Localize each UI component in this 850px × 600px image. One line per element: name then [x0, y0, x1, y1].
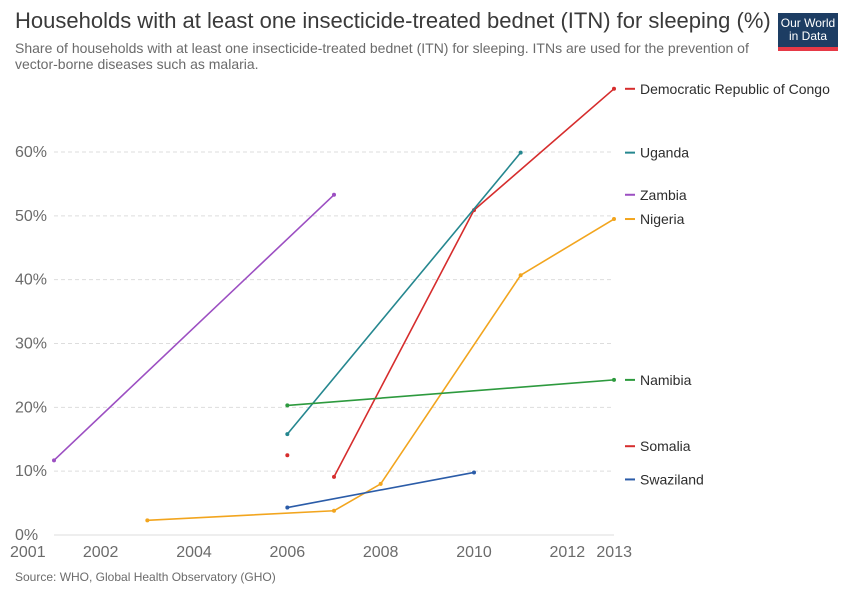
data-point-swaziland-2006[interactable] [285, 505, 290, 510]
data-point-zambia-2001[interactable] [52, 458, 56, 463]
data-point-democratic-republic-of-congo-2013[interactable] [612, 86, 616, 91]
series-line-zambia[interactable] [53, 194, 335, 461]
logo-line-1: Our World [780, 16, 836, 30]
legend-label-zambia[interactable]: Zambia [640, 187, 687, 203]
x-tick-label-2013: 2013 [596, 544, 632, 561]
y-tick-label-10: 10% [15, 463, 47, 480]
x-tick-label-2004: 2004 [176, 544, 212, 561]
y-tick-label-20: 20% [15, 399, 47, 416]
data-point-zambia-2007[interactable] [332, 192, 336, 197]
series-line-uganda[interactable] [286, 152, 522, 435]
data-point-namibia-2013[interactable] [612, 377, 616, 382]
data-point-uganda-2011[interactable] [518, 150, 523, 155]
data-point-nigeria-2008[interactable] [378, 481, 383, 486]
series-line-namibia[interactable] [287, 379, 615, 407]
x-axis-ticks: 2001 2002 2004 2006 2008 2010 2012 2013 [10, 544, 632, 561]
legend-label-uganda[interactable]: Uganda [640, 145, 689, 161]
series-line-nigeria[interactable] [147, 218, 615, 522]
logo-line-2: in Data [788, 29, 828, 43]
gridlines [54, 151, 614, 536]
legend-label-somalia[interactable]: Somalia [640, 438, 691, 454]
legend: Democratic Republic of Congo Uganda Zambia… [625, 81, 830, 487]
chart-title: Households with at least one insecticide… [15, 8, 771, 33]
data-point-nigeria-2003[interactable] [145, 518, 150, 523]
y-axis-ticks: 0% 10% 20% 30% 40% 50% 60% [15, 144, 47, 544]
data-point-namibia-2006[interactable] [285, 403, 290, 408]
y-tick-label-0: 0% [15, 527, 38, 544]
data-point-nigeria-2011[interactable] [518, 273, 523, 278]
y-tick-label-30: 30% [15, 336, 47, 353]
source-note[interactable]: Source: WHO, Global Health Observatory (… [15, 570, 276, 584]
data-point-swaziland-2010[interactable] [472, 470, 476, 475]
legend-label-nigeria[interactable]: Nigeria [640, 211, 685, 227]
owid-logo[interactable]: Our World in Data [778, 13, 838, 51]
chart-subtitle: Share of households with at least one in… [15, 40, 749, 72]
x-tick-label-2001: 2001 [10, 544, 46, 561]
x-tick-label-2002: 2002 [83, 544, 119, 561]
series-lines [52, 86, 616, 523]
x-tick-label-2012: 2012 [550, 544, 586, 561]
data-point-somalia-2006[interactable] [285, 453, 290, 458]
legend-label-namibia[interactable]: Namibia [640, 372, 692, 388]
y-tick-label-60: 60% [15, 144, 47, 161]
y-tick-label-40: 40% [15, 272, 47, 289]
y-tick-label-50: 50% [15, 208, 47, 225]
x-tick-label-2010: 2010 [456, 544, 492, 561]
x-tick-label-2006: 2006 [270, 544, 306, 561]
data-point-uganda-2006[interactable] [285, 432, 290, 437]
series-line-democratic-republic-of-congo[interactable] [333, 88, 615, 478]
series-line-swaziland[interactable] [287, 471, 475, 509]
data-point-nigeria-2013[interactable] [612, 217, 616, 222]
legend-label-democratic-republic-of-congo[interactable]: Democratic Republic of Congo [640, 81, 830, 97]
data-point-democratic-republic-of-congo-2007[interactable] [332, 474, 336, 479]
x-tick-label-2008: 2008 [363, 544, 399, 561]
legend-label-swaziland[interactable]: Swaziland [640, 471, 704, 487]
data-point-nigeria-2007[interactable] [332, 508, 336, 513]
